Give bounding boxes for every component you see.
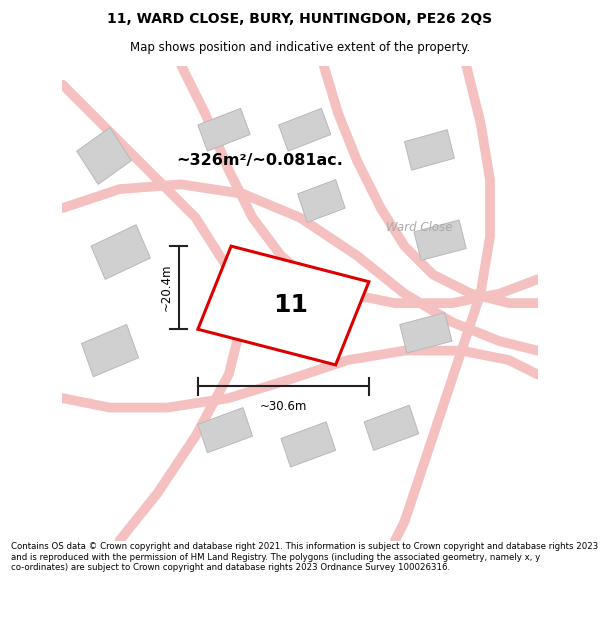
Text: ~326m²/~0.081ac.: ~326m²/~0.081ac. bbox=[176, 153, 343, 168]
Polygon shape bbox=[278, 108, 331, 151]
Text: ~30.6m: ~30.6m bbox=[260, 399, 307, 412]
Polygon shape bbox=[364, 405, 419, 451]
Polygon shape bbox=[400, 312, 452, 353]
Polygon shape bbox=[91, 225, 151, 279]
Polygon shape bbox=[404, 130, 454, 170]
Text: Map shows position and indicative extent of the property.: Map shows position and indicative extent… bbox=[130, 41, 470, 54]
Polygon shape bbox=[198, 246, 369, 365]
Text: Contains OS data © Crown copyright and database right 2021. This information is : Contains OS data © Crown copyright and d… bbox=[11, 542, 598, 572]
Text: 11: 11 bbox=[273, 294, 308, 318]
Text: 11, WARD CLOSE, BURY, HUNTINGDON, PE26 2QS: 11, WARD CLOSE, BURY, HUNTINGDON, PE26 2… bbox=[107, 12, 493, 26]
Polygon shape bbox=[77, 127, 131, 184]
Polygon shape bbox=[82, 324, 139, 377]
Text: ~20.4m: ~20.4m bbox=[160, 264, 173, 311]
Polygon shape bbox=[281, 422, 335, 467]
Polygon shape bbox=[414, 220, 466, 261]
Text: Ward Close: Ward Close bbox=[386, 221, 452, 234]
Polygon shape bbox=[198, 408, 253, 452]
Polygon shape bbox=[298, 179, 345, 222]
Polygon shape bbox=[198, 108, 250, 151]
